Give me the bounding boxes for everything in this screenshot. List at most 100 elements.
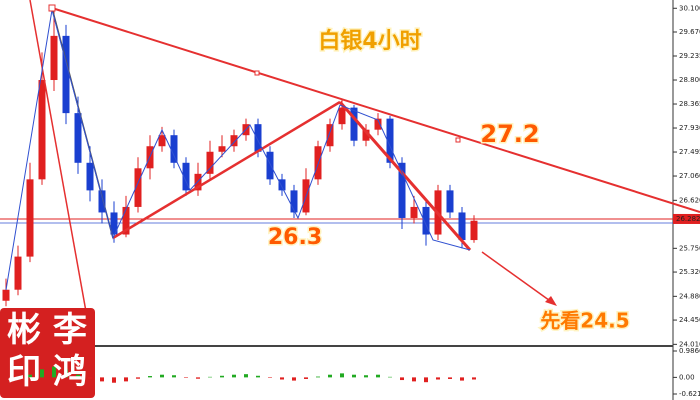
annotation: 26.3 xyxy=(268,225,322,250)
candle-body xyxy=(470,220,478,241)
candle-body xyxy=(422,206,430,235)
indicator-bar xyxy=(376,374,380,378)
candle-body xyxy=(14,256,22,290)
indicator-bar xyxy=(268,377,272,378)
y-tick-label: 26.620 xyxy=(679,196,700,204)
candle-body xyxy=(206,151,214,174)
y-tick-label: 27.495 xyxy=(679,148,700,156)
y-tick-label: 25.320 xyxy=(679,268,700,276)
indicator-bar xyxy=(352,374,356,378)
candle-body xyxy=(74,113,82,163)
indicator-bar xyxy=(460,377,464,381)
candle-body xyxy=(230,135,238,147)
indicator-bar xyxy=(400,377,404,381)
candle-body xyxy=(62,35,70,114)
candle-body xyxy=(50,35,58,81)
candle-body xyxy=(254,124,262,152)
y-tick-label: 24.880 xyxy=(679,292,700,300)
indicator-bar xyxy=(316,376,320,378)
candle-body xyxy=(38,80,46,180)
candle-body xyxy=(458,212,466,241)
indicator-bar xyxy=(436,377,440,380)
candle-body xyxy=(182,162,190,191)
y-tick-label: 24.010 xyxy=(679,340,700,348)
indicator-bar xyxy=(148,376,152,378)
seal-box xyxy=(0,308,95,398)
anchor-dot xyxy=(254,70,260,76)
y-tick-label: 29.235 xyxy=(679,52,700,60)
indicator-bar xyxy=(280,377,284,380)
candle-body xyxy=(410,206,418,218)
candle-body xyxy=(98,190,106,213)
indicator-bar xyxy=(28,374,32,378)
indicator-bar xyxy=(340,373,344,378)
y-tick-label: 0.00 xyxy=(679,373,695,381)
candle-body xyxy=(290,190,298,213)
indicator-bar xyxy=(364,375,368,378)
candle-body xyxy=(374,118,382,130)
candle-body xyxy=(158,135,166,147)
indicator-bar xyxy=(448,377,452,379)
indicator-bar xyxy=(100,377,104,382)
anchor-dot xyxy=(455,137,461,143)
candle-body xyxy=(194,173,202,191)
candle-body xyxy=(26,179,34,257)
indicator-bar xyxy=(424,377,428,383)
candle-body xyxy=(134,168,142,207)
annotation: 27.2 xyxy=(480,120,539,148)
candle-body xyxy=(398,162,406,218)
indicator-bar xyxy=(124,377,128,382)
indicator-bar xyxy=(292,377,296,381)
indicator-bar xyxy=(112,377,116,383)
candle-body xyxy=(278,179,286,191)
indicator-bar xyxy=(412,377,416,382)
anchor-dot xyxy=(48,4,56,12)
plot-area xyxy=(0,8,673,307)
candle-body xyxy=(326,124,334,147)
projection-arrow xyxy=(481,251,554,304)
indicator-bar xyxy=(88,377,92,379)
indicator-bar xyxy=(172,375,176,378)
indicator-bar xyxy=(388,376,392,378)
y-tick-label: 29.670 xyxy=(679,28,700,36)
candle-body xyxy=(86,162,94,191)
trend-line xyxy=(51,7,700,213)
y-tick-label: 30.100 xyxy=(679,4,700,12)
zigzag-line xyxy=(5,9,471,291)
indicator-bar xyxy=(136,377,140,379)
indicator-bar xyxy=(52,366,56,378)
seal xyxy=(0,308,95,398)
indicator-bar xyxy=(184,377,188,378)
candle-body xyxy=(350,107,358,141)
trend-line xyxy=(112,100,341,240)
indicator-bar xyxy=(64,369,68,378)
indicator-bar xyxy=(220,375,224,378)
candle-body xyxy=(2,289,10,301)
y-tick-label: 27.930 xyxy=(679,124,700,132)
y-tick-label: 24.450 xyxy=(679,316,700,324)
y-tick-label: 0.9866 xyxy=(679,347,700,355)
indicator-bar xyxy=(304,377,308,379)
y-tick-label: 25.750 xyxy=(679,244,700,252)
trend-lines xyxy=(5,0,700,346)
trend-line xyxy=(338,101,472,251)
candle-body xyxy=(218,146,226,152)
seal-char: 彬 xyxy=(7,310,41,350)
candle-body xyxy=(446,190,454,213)
trend-line xyxy=(29,0,93,346)
y-tick-label: 27.060 xyxy=(679,172,700,180)
indicator-bar xyxy=(196,377,200,379)
candle-body xyxy=(362,129,370,141)
indicator-bar xyxy=(208,376,212,378)
candle-body xyxy=(338,107,346,125)
chart-title: 白银4小时 xyxy=(318,28,421,54)
candle-body xyxy=(122,206,130,235)
indicator-bar xyxy=(472,377,476,380)
y-tick-label: 28.365 xyxy=(679,100,700,108)
seal-char: 鸿 xyxy=(53,352,87,392)
annotation: 先看24.5 xyxy=(540,309,629,333)
indicator-bar xyxy=(76,374,80,378)
indicator-bar xyxy=(256,375,260,378)
